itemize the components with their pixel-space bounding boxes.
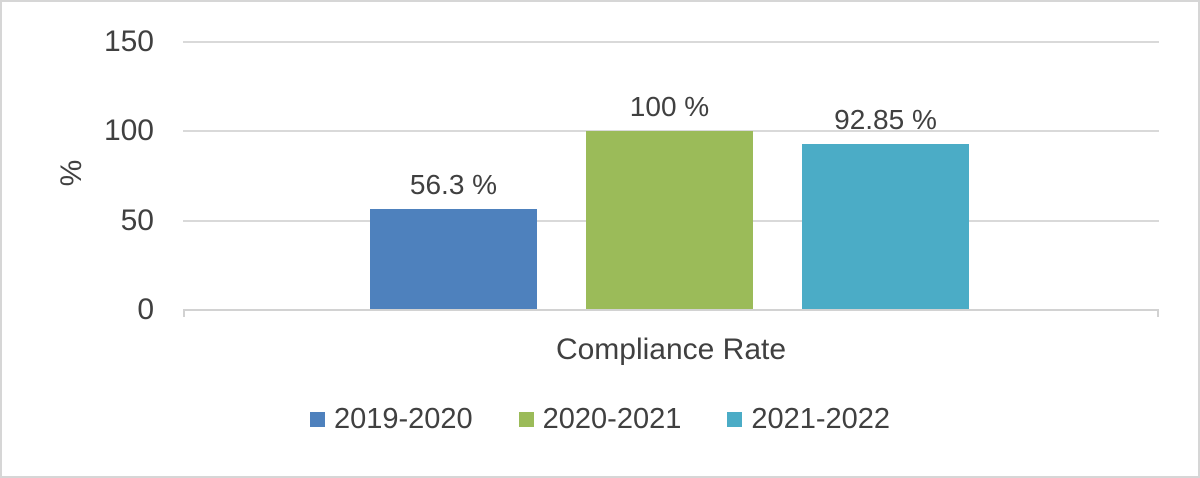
legend-item-2019-2020: 2019-2020 [309,403,473,436]
x-axis-line [183,309,1159,311]
legend-item-2021-2022: 2021-2022 [727,403,890,436]
legend-label: 2020-2021 [542,403,682,435]
bar-2020-2021 [586,131,753,310]
data-label-2019-2020: 56.3 % [409,169,498,201]
data-label-2020-2021: 100 % [629,91,710,123]
bar-2019-2020 [370,209,537,310]
y-axis-tick-label: 50 [120,203,154,237]
y-axis-tick-label: 100 [103,114,154,148]
gridline [183,41,1159,43]
x-axis-title: Compliance Rate [555,333,787,366]
chart-legend: 2019-2020 2020-2021 2021-2022 [2,403,1198,436]
y-axis-tick-label: 150 [103,25,154,58]
x-axis-end-tick [1157,309,1159,317]
data-label-2021-2022: 92.85 % [834,104,937,136]
legend-label: 2021-2022 [751,403,891,435]
legend-item-2020-2021: 2020-2021 [518,403,682,436]
legend-swatch-icon [727,412,743,427]
legend-label: 2019-2020 [333,403,473,435]
bar-2021-2022 [802,144,969,310]
y-axis-tick-label: 0 [137,293,154,326]
legend-swatch-icon [309,412,325,427]
y-axis-title: % [55,159,88,187]
x-axis-end-tick [183,309,185,317]
legend-swatch-icon [518,412,534,427]
